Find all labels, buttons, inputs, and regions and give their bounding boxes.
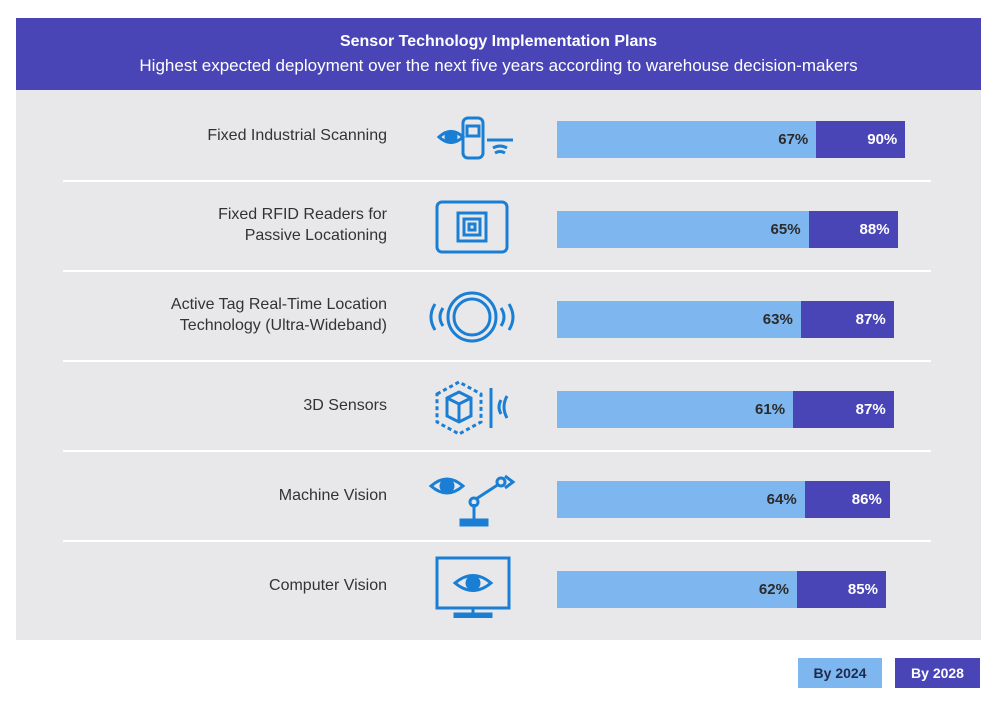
category-label: 3D Sensors bbox=[303, 396, 387, 414]
bar-by-2024 bbox=[557, 571, 797, 608]
data-label-by-2028: 90% bbox=[867, 131, 898, 148]
category-label: Fixed RFID Readers for Passive Locationi… bbox=[218, 206, 387, 244]
chart-row: 3D Sensors 61% 87% bbox=[16, 360, 981, 450]
computer-vision-icon bbox=[421, 556, 521, 621]
chart-row: Fixed RFID Readers for Passive Locationi… bbox=[16, 180, 981, 270]
chart-panel: Fixed Industrial Scanning 67% 90% Fixed RF… bbox=[16, 90, 981, 640]
data-label-by-2028: 86% bbox=[851, 491, 882, 508]
chart-row: Active Tag Real-Time Location Technology… bbox=[16, 270, 981, 360]
bar-by-2024 bbox=[557, 301, 801, 338]
row-divider bbox=[63, 540, 931, 542]
category-label: Fixed Industrial Scanning bbox=[207, 126, 387, 144]
bar-by-2024 bbox=[557, 211, 809, 248]
chart-title: Sensor Technology Implementation Plans bbox=[339, 33, 658, 50]
data-label-by-2024: 62% bbox=[758, 581, 789, 598]
data-label-by-2024: 61% bbox=[755, 401, 786, 418]
category-label: Active Tag Real-Time Location Technology… bbox=[170, 296, 387, 334]
uwb-tag-icon bbox=[421, 286, 521, 348]
data-label-by-2024: 64% bbox=[766, 491, 797, 508]
bar-by-2024 bbox=[557, 481, 805, 518]
bar-by-2024 bbox=[557, 121, 817, 158]
row-divider bbox=[63, 360, 931, 362]
data-label-by-2028: 85% bbox=[847, 581, 878, 598]
data-label-by-2028: 87% bbox=[855, 401, 886, 418]
3d-sensor-icon bbox=[421, 376, 521, 438]
category-label: Machine Vision bbox=[278, 486, 387, 504]
chart-row: Fixed Industrial Scanning 67% 90% bbox=[16, 90, 981, 180]
row-divider bbox=[63, 180, 931, 182]
chart-subtitle: Highest expected deployment over the nex… bbox=[139, 56, 858, 75]
data-label-by-2024: 63% bbox=[762, 311, 793, 328]
category-label: Computer Vision bbox=[269, 576, 387, 594]
data-label-by-2024: 65% bbox=[770, 221, 801, 238]
chart-row: Machine Vision 64% 86% bbox=[16, 450, 981, 540]
rfid-reader-icon bbox=[421, 196, 521, 258]
legend-by-2028: By 2028 bbox=[895, 658, 980, 688]
legend-by-2024: By 2024 bbox=[798, 658, 882, 688]
data-label-by-2028: 87% bbox=[855, 311, 886, 328]
row-divider bbox=[63, 270, 931, 272]
data-label-by-2024: 67% bbox=[778, 131, 809, 148]
machine-vision-icon bbox=[421, 466, 521, 528]
chart-header: Sensor Technology Implementation Plans H… bbox=[16, 18, 981, 90]
row-divider bbox=[63, 450, 931, 452]
chart-row: Computer Vision 62% 85% bbox=[16, 540, 981, 630]
bar-by-2024 bbox=[557, 391, 794, 428]
data-label-by-2028: 88% bbox=[859, 221, 890, 238]
scanner-icon bbox=[421, 106, 521, 168]
